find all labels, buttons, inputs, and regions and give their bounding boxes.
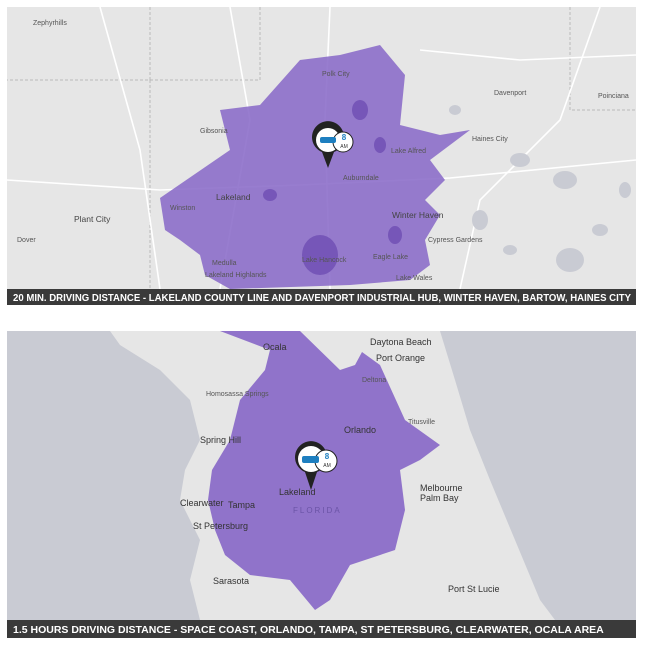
place-labels: Zephyrhills Polk City Davenport Poincian… xyxy=(17,20,629,282)
place-label: Lakeland xyxy=(279,487,316,497)
marker-hour: 8 xyxy=(342,133,347,142)
region-label: FLORIDA xyxy=(293,506,342,515)
place-label: Medulla xyxy=(212,260,237,267)
caption-bar xyxy=(7,289,636,305)
place-label: Lake Wales xyxy=(396,275,433,282)
place-label: Clearwater xyxy=(180,498,224,508)
place-label: Lakeland xyxy=(216,192,251,202)
place-label: Cypress Gardens xyxy=(428,237,483,244)
place-label: Lake Alfred xyxy=(391,148,426,155)
place-label: Eagle Lake xyxy=(373,254,408,261)
caption: 1.5 HOURS DRIVING DISTANCE - SPACE COAST… xyxy=(13,624,604,636)
lakes xyxy=(449,105,631,272)
place-label: Winston xyxy=(170,205,195,212)
place-label: Dover xyxy=(17,237,36,244)
place-label: Zephyrhills xyxy=(33,20,67,27)
place-label: Lake Hancock xyxy=(302,257,347,264)
caption: 20 MIN. DRIVING DISTANCE - LAKELAND COUN… xyxy=(13,292,631,304)
marker-hour: 8 xyxy=(325,452,330,461)
place-label: St Petersburg xyxy=(193,521,248,531)
marker-period: AM xyxy=(323,463,331,469)
place-label: Lakeland Highlands xyxy=(205,272,267,279)
place-labels: Ocala Daytona Beach Port Orange Deltona … xyxy=(180,337,500,594)
marker: 8 AM xyxy=(295,441,338,490)
place-label: Auburndale xyxy=(343,175,379,182)
place-label: Plant City xyxy=(74,214,111,224)
place-label: Homosassa Springs xyxy=(206,391,269,398)
place-label: Winter Haven xyxy=(392,210,444,220)
map-panel: Zephyrhills Polk City Davenport Poincian… xyxy=(6,6,637,305)
place-label: Ocala xyxy=(263,342,287,352)
place-label: Poinciana xyxy=(598,93,629,100)
place-label: Haines City xyxy=(472,136,508,143)
place-label: Tampa xyxy=(228,500,255,510)
marker-period: AM xyxy=(340,144,348,150)
place-label: Port St Lucie xyxy=(448,584,500,594)
place-label: Deltona xyxy=(362,377,386,384)
caption-bar xyxy=(7,620,636,638)
lakes-in-area xyxy=(263,100,402,275)
place-label: Port Orange xyxy=(376,353,425,363)
map-panel: Ocala Daytona Beach Port Orange Deltona … xyxy=(7,331,636,638)
place-label: Melbourne xyxy=(420,483,463,493)
place-label: Polk City xyxy=(322,71,350,78)
marker: 8 AM xyxy=(312,121,354,168)
county-border xyxy=(7,7,636,289)
place-label: Titusville xyxy=(408,419,435,426)
place-label: Orlando xyxy=(344,425,376,435)
place-label: Palm Bay xyxy=(420,493,459,503)
place-label: Spring Hill xyxy=(200,435,241,445)
place-label: Sarasota xyxy=(213,576,249,586)
place-label: Davenport xyxy=(494,90,526,97)
place-label: Gibsonia xyxy=(200,128,228,135)
place-label: Daytona Beach xyxy=(370,337,432,347)
